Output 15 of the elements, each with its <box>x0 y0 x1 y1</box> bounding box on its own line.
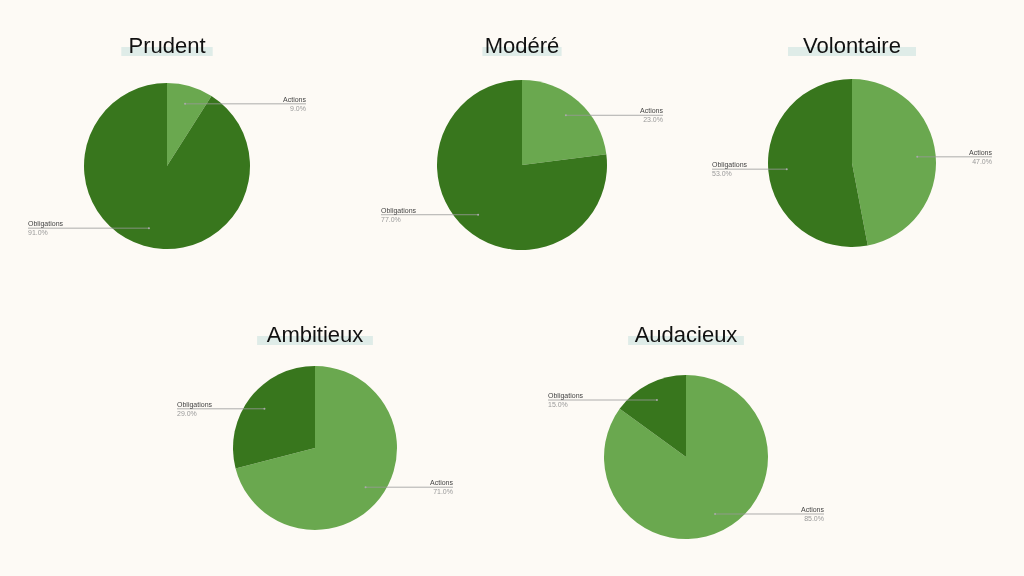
pie-slice <box>167 83 212 166</box>
chart-title: Audacieux <box>634 322 738 347</box>
chart-title: Prudent <box>128 33 206 58</box>
chart-title: Modéré <box>484 33 560 58</box>
pie-slice <box>437 80 607 250</box>
pie-slice <box>852 79 936 246</box>
pie-slice <box>604 375 768 539</box>
chart-title: Volontaire <box>803 33 901 58</box>
pie-slice <box>84 83 250 249</box>
chart-title: Ambitieux <box>266 322 364 347</box>
pie-slice <box>522 80 607 165</box>
pie-slice <box>768 79 868 247</box>
pie-slice <box>233 366 315 469</box>
pie-slice <box>235 366 397 530</box>
pie-slice <box>619 375 686 457</box>
